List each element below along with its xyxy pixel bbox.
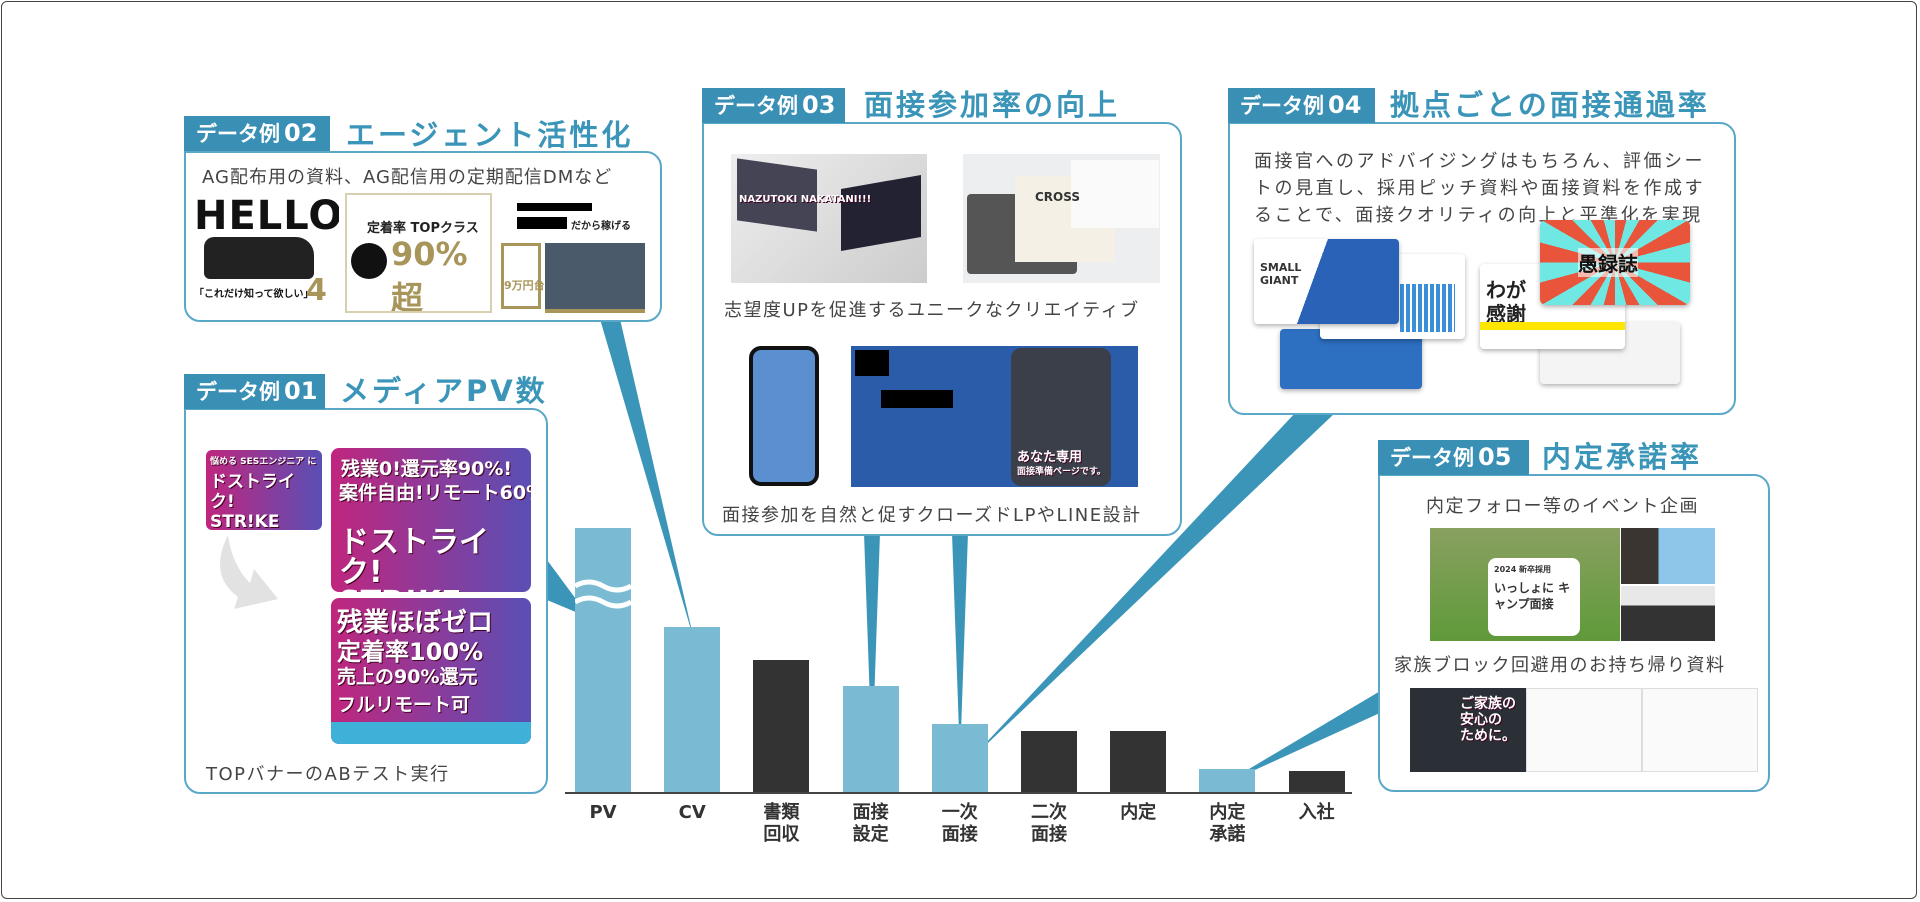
connector-04-first-interview bbox=[968, 412, 1336, 762]
section-05-caption-1: 内定フォロー等のイベント企画 bbox=[1426, 496, 1699, 517]
bar-4 bbox=[931, 724, 988, 792]
x-tick-label-line: CV bbox=[678, 802, 706, 823]
section-04-box: 面接官へのアドバイジングはもちろん、評価シー トの見直し、採用ピッチ資料や面接資… bbox=[1228, 122, 1736, 415]
earnings-banner-image: だから稼げる 9万円台 bbox=[497, 193, 646, 313]
x-tick-label: 面接 設定 bbox=[836, 802, 906, 846]
section-02-box: AG配布用の資料、AG配信用の定期配信DMなど HELLO 「これだけ知って欲し… bbox=[184, 151, 662, 322]
guroku-slide-image: 愚録誌 bbox=[1540, 220, 1690, 305]
section-03-box: NAZUTOKI NAKATANI!!! CROSS 志望度UPを促進するユニー… bbox=[702, 122, 1182, 536]
event-audience-image bbox=[1621, 586, 1715, 641]
x-tick-label: 書類 回収 bbox=[746, 802, 816, 846]
laptop-creative-image-2: CROSS bbox=[963, 154, 1160, 283]
closed-lp-image: あなた専用 面接準備ページです。 bbox=[851, 346, 1138, 487]
retention-banner-image: 定着率 TOPクラス 90%超 bbox=[345, 193, 492, 313]
line-phone-image bbox=[749, 346, 819, 486]
bar-7 bbox=[1199, 768, 1256, 792]
section-02-tag: データ例 02 bbox=[184, 116, 330, 151]
x-tick-label: 内定 承諾 bbox=[1192, 802, 1262, 846]
section-03-caption-2: 面接参加を自然と促すクローズドLPやLINE設計 bbox=[722, 505, 1142, 526]
x-tick-label-line: 書類 bbox=[763, 802, 800, 823]
section-04-caption-2: トの見直し、採用ピッチ資料や面接資料を作成す bbox=[1254, 178, 1705, 199]
section-03-title: 面接参加率の向上 bbox=[864, 88, 1121, 122]
x-tick-label: 一次 面接 bbox=[925, 802, 995, 846]
x-tick-label-line: 内定 bbox=[1209, 802, 1246, 823]
section-04-caption-1: 面接官へのアドバイジングはもちろん、評価シー bbox=[1254, 151, 1705, 172]
ab-test-arrow-icon bbox=[208, 535, 288, 630]
section-04-title: 拠点ごとの面接通過率 bbox=[1390, 88, 1710, 122]
section-01-caption: TOPバナーのABテスト実行 bbox=[206, 764, 450, 785]
bar-3 bbox=[842, 686, 899, 792]
banner-a-image: 悩める SESエンジニア に ドストライク! STR!KE bbox=[206, 450, 322, 530]
bar-6 bbox=[1110, 730, 1167, 792]
chart-baseline bbox=[565, 792, 1352, 794]
bar-0 bbox=[575, 528, 631, 792]
bar-2 bbox=[753, 660, 810, 792]
family-brochure-cover-image: ご家族の 安心の ために。 bbox=[1410, 688, 1526, 772]
x-tick-label-line: 面接 bbox=[852, 802, 889, 823]
family-brochure-page-2-image bbox=[1642, 688, 1758, 772]
section-05-title: 内定承諾率 bbox=[1542, 440, 1703, 474]
x-tick-label: PV bbox=[568, 802, 638, 824]
axis-break-icon bbox=[575, 579, 631, 609]
bar-8 bbox=[1288, 770, 1345, 792]
x-tick-label: CV bbox=[657, 802, 727, 824]
x-tick-label-line: 内定 bbox=[1120, 802, 1157, 823]
bar-1 bbox=[664, 627, 721, 792]
section-03-tag: データ例 03 bbox=[702, 88, 845, 123]
connector-03-first-interview bbox=[952, 533, 968, 760]
section-02-title: エージェント活性化 bbox=[346, 118, 634, 152]
x-tick-label-line: 回収 bbox=[763, 824, 800, 845]
camp-interview-image: 2024 新卒採用 いっしょに キャンプ面接 bbox=[1430, 528, 1620, 641]
section-05-box: 内定フォロー等のイベント企画 2024 新卒採用 いっしょに キャンプ面接 家族… bbox=[1378, 474, 1770, 792]
family-brochure-page-1-image bbox=[1526, 688, 1642, 772]
banner-c-image: 残業ほぼゼロ 定着率100% 売上の90%還元 フルリモート可 bbox=[331, 598, 531, 744]
x-tick-label-line: PV bbox=[589, 802, 617, 823]
section-04-tag: データ例 04 bbox=[1228, 88, 1375, 123]
x-tick-label-line: 二次 bbox=[1031, 802, 1067, 823]
banner-b-image: 残業0!還元率90%! 案件自由!リモート60%! ドストライク! STR!KE bbox=[331, 448, 531, 592]
section-05-caption-2: 家族ブロック回避用のお持ち帰り資料 bbox=[1394, 655, 1726, 676]
x-tick-label-line: 面接 bbox=[941, 824, 978, 845]
x-tick-label: 入社 bbox=[1282, 802, 1352, 824]
section-02-caption: AG配布用の資料、AG配信用の定期配信DMなど bbox=[202, 167, 613, 188]
small-giant-slide-image: SMALL GIANT bbox=[1254, 239, 1399, 324]
connector-03-interview-setting bbox=[864, 533, 880, 760]
x-tick-label-line: 承諾 bbox=[1209, 824, 1246, 845]
section-01-tag: データ例 01 bbox=[184, 374, 325, 409]
x-tick-label: 内定 bbox=[1103, 802, 1173, 824]
x-tick-label: 二次 面接 bbox=[1014, 802, 1084, 846]
x-tick-label-line: 入社 bbox=[1298, 802, 1335, 823]
cs-slide-image bbox=[1280, 329, 1422, 389]
laptop-creative-image-1: NAZUTOKI NAKATANI!!! bbox=[731, 154, 927, 283]
event-presentation-image bbox=[1621, 528, 1715, 584]
section-01-box: 悩める SESエンジニア に ドストライク! STR!KE 残業0!還元率90%… bbox=[184, 408, 548, 794]
section-05-tag: データ例 05 bbox=[1378, 440, 1529, 475]
x-tick-label-line: 面接 bbox=[1031, 824, 1067, 845]
hello-banner-image: HELLO 「これだけ知って欲しい」 4 bbox=[194, 193, 339, 313]
connector-02-cv bbox=[600, 319, 694, 640]
section-03-caption-1: 志望度UPを促進するユニークなクリエイティブ bbox=[724, 300, 1140, 321]
connector-05-offer-accept bbox=[1222, 690, 1382, 785]
x-tick-label-line: 設定 bbox=[852, 824, 889, 845]
x-tick-label-line: 一次 bbox=[941, 802, 978, 823]
section-01-title: メディアPV数 bbox=[340, 374, 548, 408]
bar-5 bbox=[1021, 730, 1077, 792]
